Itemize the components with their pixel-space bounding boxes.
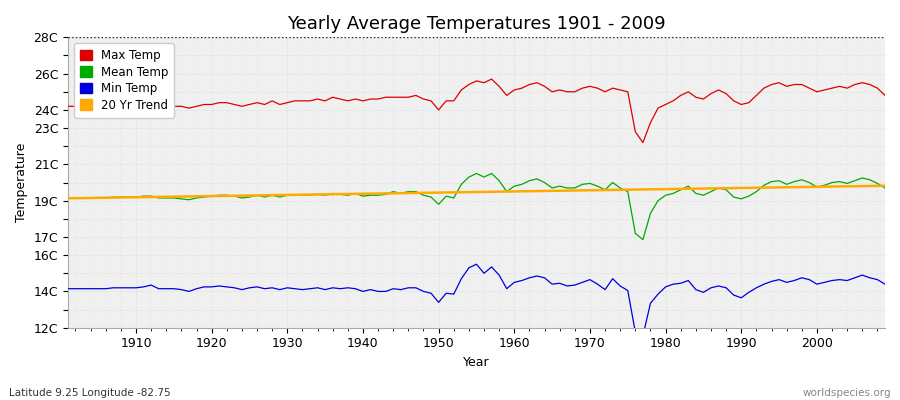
X-axis label: Year: Year	[464, 356, 490, 369]
Y-axis label: Temperature: Temperature	[15, 143, 28, 222]
Legend: Max Temp, Mean Temp, Min Temp, 20 Yr Trend: Max Temp, Mean Temp, Min Temp, 20 Yr Tre…	[74, 43, 175, 118]
Title: Yearly Average Temperatures 1901 - 2009: Yearly Average Temperatures 1901 - 2009	[287, 15, 666, 33]
Text: Latitude 9.25 Longitude -82.75: Latitude 9.25 Longitude -82.75	[9, 388, 171, 398]
Text: worldspecies.org: worldspecies.org	[803, 388, 891, 398]
